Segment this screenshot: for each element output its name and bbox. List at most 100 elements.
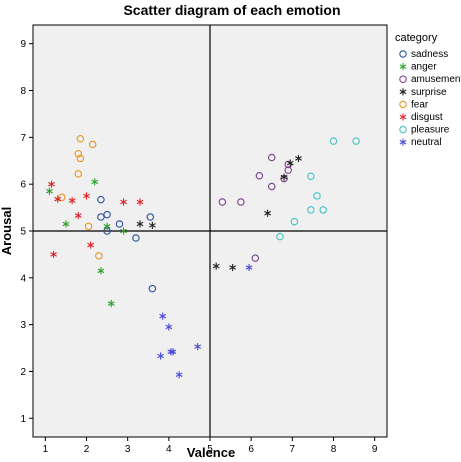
data-point-disgust bbox=[120, 198, 127, 206]
data-point-amusement bbox=[251, 254, 260, 262]
data-points bbox=[46, 135, 360, 379]
y-tick-label: 5 bbox=[20, 227, 26, 238]
data-point-fear bbox=[88, 140, 97, 149]
x-tick-label: 9 bbox=[372, 444, 378, 455]
data-point-pleasure bbox=[276, 232, 284, 241]
data-point-pleasure bbox=[307, 172, 315, 180]
data-point-disgust bbox=[68, 196, 76, 205]
legend-marker-amusement bbox=[399, 75, 407, 83]
y-axis-label: Arousal bbox=[0, 207, 14, 255]
data-point-pleasure bbox=[290, 217, 299, 226]
data-point-anger bbox=[46, 187, 53, 195]
data-point-sadness bbox=[148, 284, 157, 293]
legend-label-anger: anger bbox=[411, 62, 437, 73]
data-point-fear bbox=[76, 135, 85, 143]
legend-marker-fear bbox=[399, 100, 407, 109]
data-point-anger bbox=[97, 267, 105, 275]
legend-label-pleasure: pleasure bbox=[411, 125, 450, 136]
x-axis-label: Valence bbox=[187, 445, 235, 460]
x-tick-label: 4 bbox=[166, 444, 172, 455]
data-point-fear bbox=[74, 170, 83, 178]
x-tick-label: 6 bbox=[248, 444, 254, 455]
data-point-neutral bbox=[157, 352, 164, 360]
data-point-surprise bbox=[286, 159, 294, 167]
data-point-anger bbox=[62, 220, 70, 228]
y-tick-label: 3 bbox=[20, 320, 26, 331]
data-point-sadness bbox=[115, 220, 124, 228]
data-point-sadness bbox=[132, 234, 140, 242]
legend-label-fear: fear bbox=[411, 99, 429, 110]
data-point-pleasure bbox=[313, 192, 321, 200]
legend-marker-surprise bbox=[399, 88, 407, 96]
y-tick-label: 2 bbox=[20, 367, 26, 378]
data-point-amusement bbox=[284, 166, 292, 174]
legend-marker-anger bbox=[399, 63, 407, 71]
data-point-disgust bbox=[87, 241, 95, 249]
data-point-amusement bbox=[267, 153, 276, 162]
data-point-neutral bbox=[165, 323, 173, 331]
data-point-disgust bbox=[48, 180, 55, 188]
data-point-pleasure bbox=[352, 137, 360, 145]
axis-ticks: 1 2 3 4 5 6 7 8 9 1 2 3 4 5 6 7 8 9 bbox=[20, 39, 377, 455]
x-tick-label: 7 bbox=[290, 444, 296, 455]
legend-marker-disgust bbox=[399, 113, 407, 121]
data-point-pleasure bbox=[329, 137, 338, 145]
y-tick-label: 6 bbox=[20, 180, 26, 191]
data-point-amusement bbox=[218, 198, 227, 206]
legend-marker-neutral bbox=[399, 138, 407, 146]
data-point-anger bbox=[103, 222, 111, 230]
legend-label-surprise: surprise bbox=[411, 87, 447, 98]
data-point-sadness bbox=[97, 213, 105, 221]
legend-marker-sadness bbox=[399, 50, 407, 58]
data-point-amusement bbox=[267, 182, 276, 191]
data-point-anger bbox=[91, 178, 99, 186]
y-tick-label: 4 bbox=[20, 273, 26, 284]
data-point-surprise bbox=[229, 263, 237, 272]
data-point-disgust bbox=[83, 192, 90, 200]
data-point-fear bbox=[58, 193, 66, 202]
data-point-disgust bbox=[54, 195, 62, 203]
data-point-neutral bbox=[159, 312, 167, 320]
data-point-sadness bbox=[97, 195, 105, 204]
y-tick-label: 1 bbox=[20, 414, 26, 425]
data-point-pleasure bbox=[307, 206, 315, 214]
data-point-neutral bbox=[245, 263, 253, 272]
y-tick-label: 8 bbox=[20, 86, 26, 97]
y-tick-label: 7 bbox=[20, 133, 26, 144]
data-point-amusement bbox=[255, 172, 264, 180]
data-point-sadness bbox=[146, 213, 155, 221]
x-tick-label: 1 bbox=[43, 444, 49, 455]
data-point-sadness bbox=[103, 210, 111, 219]
x-tick-label: 8 bbox=[331, 444, 337, 455]
x-tick-label: 5 bbox=[207, 444, 213, 455]
data-point-surprise bbox=[264, 209, 272, 217]
data-point-surprise bbox=[280, 173, 288, 181]
data-point-fear bbox=[74, 150, 83, 158]
data-point-surprise bbox=[136, 220, 144, 228]
legend-marker-pleasure bbox=[399, 125, 407, 134]
data-point-disgust bbox=[136, 198, 144, 206]
data-point-amusement bbox=[237, 198, 245, 206]
x-tick-label: 3 bbox=[125, 444, 131, 455]
data-point-surprise bbox=[148, 221, 156, 229]
data-point-fear bbox=[76, 154, 85, 163]
legend-label-sadness: sadness bbox=[411, 49, 448, 60]
legend-label-neutral: neutral bbox=[411, 137, 442, 148]
data-point-surprise bbox=[212, 262, 220, 270]
data-point-disgust bbox=[74, 211, 82, 220]
chart-title: Scatter diagram of each emotion bbox=[123, 2, 340, 18]
data-point-surprise bbox=[295, 154, 302, 163]
data-point-disgust bbox=[50, 250, 57, 259]
data-point-anger bbox=[120, 227, 127, 235]
legend-title: category bbox=[395, 32, 438, 44]
legend-label-disgust: disgust bbox=[411, 112, 443, 123]
data-point-fear bbox=[95, 252, 103, 260]
data-point-fear bbox=[84, 222, 93, 231]
data-point-neutral bbox=[194, 343, 202, 351]
y-tick-label: 9 bbox=[20, 39, 26, 50]
data-point-neutral bbox=[175, 371, 183, 379]
reference-lines bbox=[33, 25, 387, 437]
x-tick-label: 2 bbox=[84, 444, 90, 455]
